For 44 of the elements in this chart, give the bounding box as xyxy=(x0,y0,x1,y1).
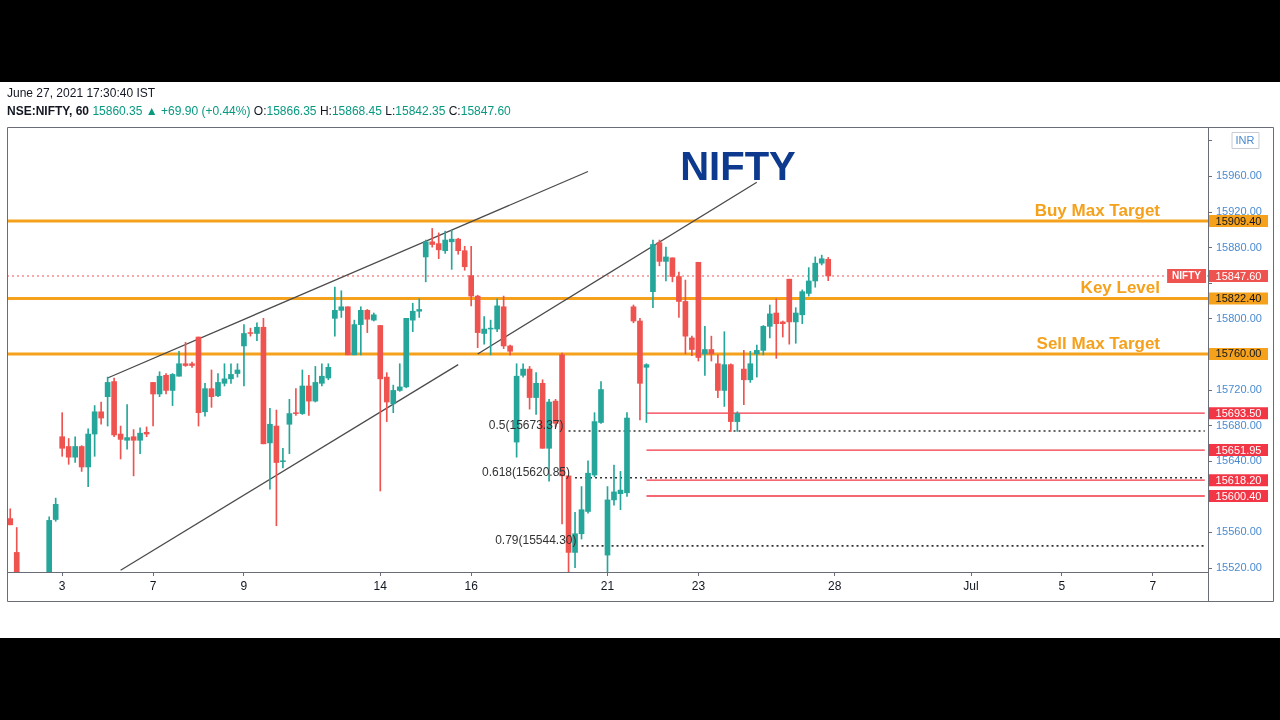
y-tick-label: 15822.40 xyxy=(1215,291,1262,304)
y-tick-label: 15618.20 xyxy=(1215,473,1262,486)
candlestick xyxy=(267,407,273,490)
chart-title: NIFTY xyxy=(679,144,797,188)
y-axis-title: INR xyxy=(1235,133,1255,146)
text: NSE:NIFTY, 60 15860.35 ▲ +69.90 (+0.44%) O:15866.35 H:15868.45 L:15842.35 C:15847.60 xyxy=(7,104,511,118)
y-tick-label: 15600.40 xyxy=(1215,489,1262,502)
x-tick-label: 3 xyxy=(58,578,66,593)
candlestick xyxy=(663,246,669,282)
x-tick-label: 16 xyxy=(464,578,479,593)
candlestick xyxy=(702,326,708,376)
y-tick-label: 15880.00 xyxy=(1216,240,1262,253)
x-tick-label: 28 xyxy=(828,578,842,593)
y-tick-label: 15847.60 xyxy=(1215,269,1262,282)
x-tick-label: 14 xyxy=(373,578,388,593)
y-tick-label: 15760.00 xyxy=(1215,347,1262,360)
ref-line-label: Sell Max Target xyxy=(1036,333,1161,353)
x-tick-label: 7 xyxy=(1149,578,1157,593)
y-tick-label: 15560.00 xyxy=(1216,525,1262,538)
candlestick xyxy=(293,388,299,416)
y-tick-label: 15640.00 xyxy=(1216,454,1262,467)
candlestick xyxy=(280,447,286,469)
y-tick-label: 15680.00 xyxy=(1216,418,1262,431)
y-tick-label: 15651.95 xyxy=(1215,443,1262,456)
x-tick-label: 7 xyxy=(149,578,157,593)
candlestick xyxy=(228,363,234,384)
candlestick xyxy=(241,324,247,387)
ref-line-label: Buy Max Target xyxy=(1034,200,1161,220)
y-tick-label: 15720.00 xyxy=(1216,383,1262,396)
x-tick-label: 5 xyxy=(1058,578,1066,593)
x-tick-label: 21 xyxy=(600,578,615,593)
x-tick-label: 23 xyxy=(691,578,706,593)
x-tick-label: Jul xyxy=(963,578,979,593)
x-tick-label: 9 xyxy=(240,578,248,593)
candlestick xyxy=(124,404,130,450)
ref-line-label: NIFTY xyxy=(1172,270,1202,282)
candlestick xyxy=(741,350,747,406)
ref-line-label: Key Level xyxy=(1080,278,1160,298)
text: June 27, 2021 17:30:40 IST xyxy=(7,86,156,100)
y-tick-label: 15693.50 xyxy=(1215,406,1262,419)
y-tick-label: 15800.00 xyxy=(1216,311,1262,324)
y-tick-label: 15960.00 xyxy=(1216,169,1262,182)
candlestick xyxy=(481,316,487,345)
y-tick-label: 15520.00 xyxy=(1216,561,1262,574)
